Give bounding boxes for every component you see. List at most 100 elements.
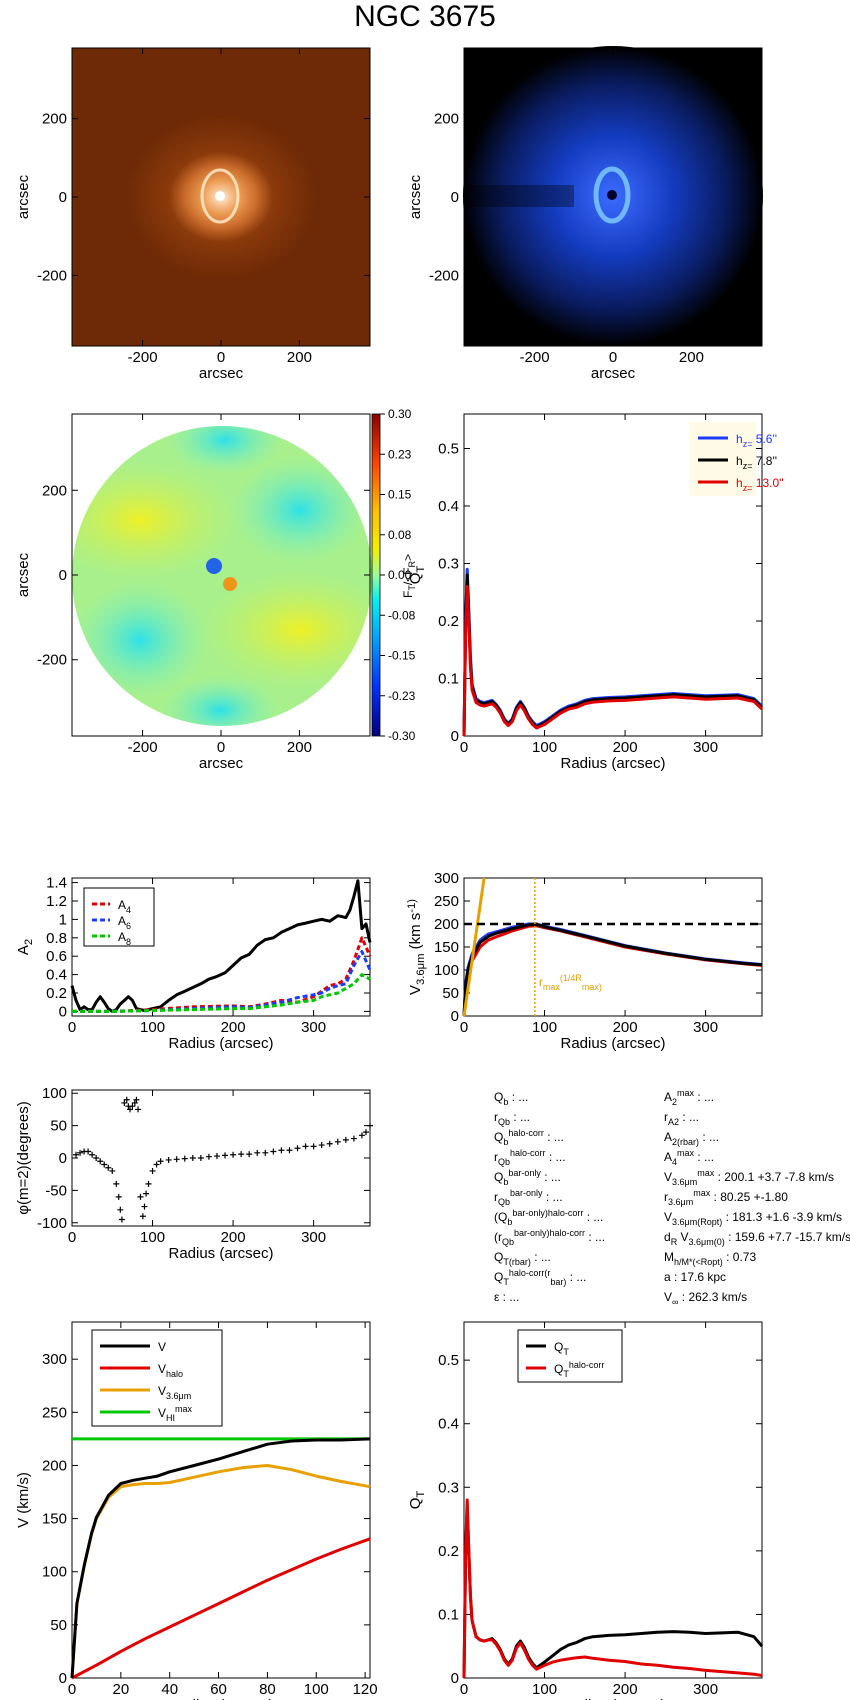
x-tick-label: 0 bbox=[68, 1229, 76, 1246]
galaxy-core bbox=[215, 191, 225, 201]
series-line-1 bbox=[462, 1498, 763, 1679]
colorbar-tick-label: -0.08 bbox=[388, 608, 416, 622]
data-point bbox=[85, 1148, 92, 1155]
y-axis-label: QT bbox=[407, 566, 427, 585]
data-point bbox=[230, 1151, 237, 1158]
y-tick-label: 1.4 bbox=[46, 875, 67, 892]
legend-label: A4 bbox=[118, 898, 131, 915]
x-tick-label: -200 bbox=[128, 739, 158, 756]
y-tick-label: 200 bbox=[42, 111, 67, 128]
data-point bbox=[205, 1153, 212, 1160]
data-point bbox=[173, 1156, 180, 1163]
data-point bbox=[189, 1155, 196, 1161]
y-tick-label: 200 bbox=[434, 916, 459, 933]
data-point bbox=[334, 1138, 341, 1145]
plot-frame bbox=[71, 1089, 371, 1227]
data-point bbox=[367, 1122, 373, 1129]
legend-label: V3.6μm bbox=[158, 1384, 191, 1401]
series-line-2 bbox=[72, 950, 372, 1013]
data-point bbox=[246, 1151, 253, 1158]
x-tick-label: 200 bbox=[613, 1681, 638, 1698]
y-axis-label: φ(m=2)(degrees) bbox=[15, 1101, 32, 1215]
colorbar-tick-label: -0.30 bbox=[388, 729, 416, 743]
colorbar-tick-label: 0.08 bbox=[388, 528, 412, 542]
y-tick-label: 1 bbox=[59, 911, 67, 928]
y-tick-label: 0.3 bbox=[438, 1479, 459, 1496]
data-point bbox=[126, 1106, 133, 1113]
series-line-2 bbox=[462, 585, 764, 737]
legend-qt-halo: QT QThalo-corr bbox=[517, 1329, 623, 1383]
axes-image-orange: -200 0 200 -200 0 200 arcsec arcsec bbox=[15, 47, 371, 382]
axes-qt-hz: 0 100 200 300 0 0.1 0.2 0.3 0.4 0.5 Radius (arcsec… bbox=[407, 413, 764, 772]
galaxy-ring bbox=[200, 168, 240, 224]
y-tick-label: 0 bbox=[59, 1670, 67, 1687]
data-point bbox=[129, 1103, 136, 1110]
data-point bbox=[113, 1180, 120, 1187]
param-right-4: V3.6μmmax : 200.1 +3.7 -7.8 km/s bbox=[664, 1168, 834, 1187]
y-tick-label: 250 bbox=[434, 893, 459, 910]
data-point bbox=[262, 1149, 269, 1156]
plot-frame bbox=[463, 413, 763, 737]
y-tick-label: 250 bbox=[42, 1404, 67, 1421]
y-tick-label: -200 bbox=[37, 652, 67, 669]
force-center-orange bbox=[223, 577, 237, 591]
colorbar bbox=[371, 413, 381, 737]
data-point bbox=[89, 1151, 96, 1158]
data-point bbox=[254, 1149, 261, 1156]
x-axis-label: Radius (arcsec) bbox=[560, 1035, 665, 1052]
param-right-1: rA2 : ... bbox=[664, 1110, 699, 1127]
colorbar-tick-label: -0.15 bbox=[388, 649, 416, 663]
series-line-3 bbox=[72, 973, 371, 1013]
series-line-0 bbox=[70, 879, 372, 1013]
param-right-6: V3.6μm(Ropt) : 181.3 +1.6 -3.9 km/s bbox=[664, 1210, 842, 1227]
y-tick-label: 300 bbox=[42, 1351, 67, 1368]
data-point bbox=[318, 1142, 325, 1149]
data-point bbox=[145, 1180, 152, 1187]
data-point bbox=[342, 1136, 349, 1143]
y-tick-label: -200 bbox=[37, 267, 67, 284]
x-axis-label: Radius (arcsec) bbox=[560, 1697, 665, 1700]
legend-label: VHImax bbox=[158, 1404, 193, 1423]
y-tick-label: 0 bbox=[59, 567, 67, 584]
series-line-1 bbox=[462, 922, 763, 1017]
y-tick-label: 0.2 bbox=[438, 613, 459, 630]
y-tick-label: 0 bbox=[451, 728, 459, 745]
data-point bbox=[93, 1155, 100, 1161]
blue-core bbox=[607, 190, 617, 200]
y-tick-label: 0 bbox=[59, 1150, 67, 1167]
x-axis-label: arcsec bbox=[199, 365, 244, 382]
y-tick-label: 0.2 bbox=[438, 1543, 459, 1560]
axes-force-map: -200 0 200 -200 0 200 arcsec arcsec bbox=[15, 413, 371, 772]
data-point bbox=[73, 1151, 80, 1158]
y-tick-label: 0.8 bbox=[46, 930, 67, 947]
y-tick-label: 0 bbox=[59, 1003, 67, 1020]
x-tick-label: 300 bbox=[693, 1019, 718, 1036]
plot-frame bbox=[463, 877, 763, 1017]
param-left-7: (rQbbar-only)halo-corr : ... bbox=[494, 1228, 605, 1247]
y-tick-label: 1.2 bbox=[46, 893, 67, 910]
x-axis-label: Radius (arcsec) bbox=[168, 1245, 273, 1262]
param-left-9: QThalo-corr(rbar) : ... bbox=[494, 1268, 586, 1287]
y-tick-label: -50 bbox=[45, 1182, 67, 1199]
legend-label: A6 bbox=[118, 914, 131, 931]
data-point bbox=[238, 1151, 245, 1158]
param-right-10: V∞ : 262.3 km/s bbox=[664, 1290, 747, 1307]
legend-label: hz= 7.8'' bbox=[736, 454, 777, 471]
data-point bbox=[165, 1156, 172, 1163]
series-line-3 bbox=[462, 877, 486, 1017]
panel-image-orange bbox=[72, 48, 370, 346]
series-line-2 bbox=[462, 923, 763, 1017]
blue-dark-band-left bbox=[464, 185, 574, 207]
data-point bbox=[310, 1143, 317, 1150]
y-tick-label: 0.1 bbox=[438, 671, 459, 688]
y-tick-label: 0 bbox=[451, 189, 459, 206]
axes-qt-halo: 0 100 200 300 0 0.1 0.2 0.3 0.4 0.5 Radius (arcsec… bbox=[407, 1321, 764, 1700]
data-point bbox=[143, 1190, 150, 1197]
y-axis-label: arcsec bbox=[15, 552, 32, 597]
data-point bbox=[350, 1135, 357, 1142]
data-point bbox=[118, 1216, 125, 1223]
axes-a2: 0 100 200 300 00.20.4 0.60.8 11.21.4 Radius (ar… bbox=[15, 875, 372, 1052]
x-tick-label: 200 bbox=[221, 1229, 246, 1246]
